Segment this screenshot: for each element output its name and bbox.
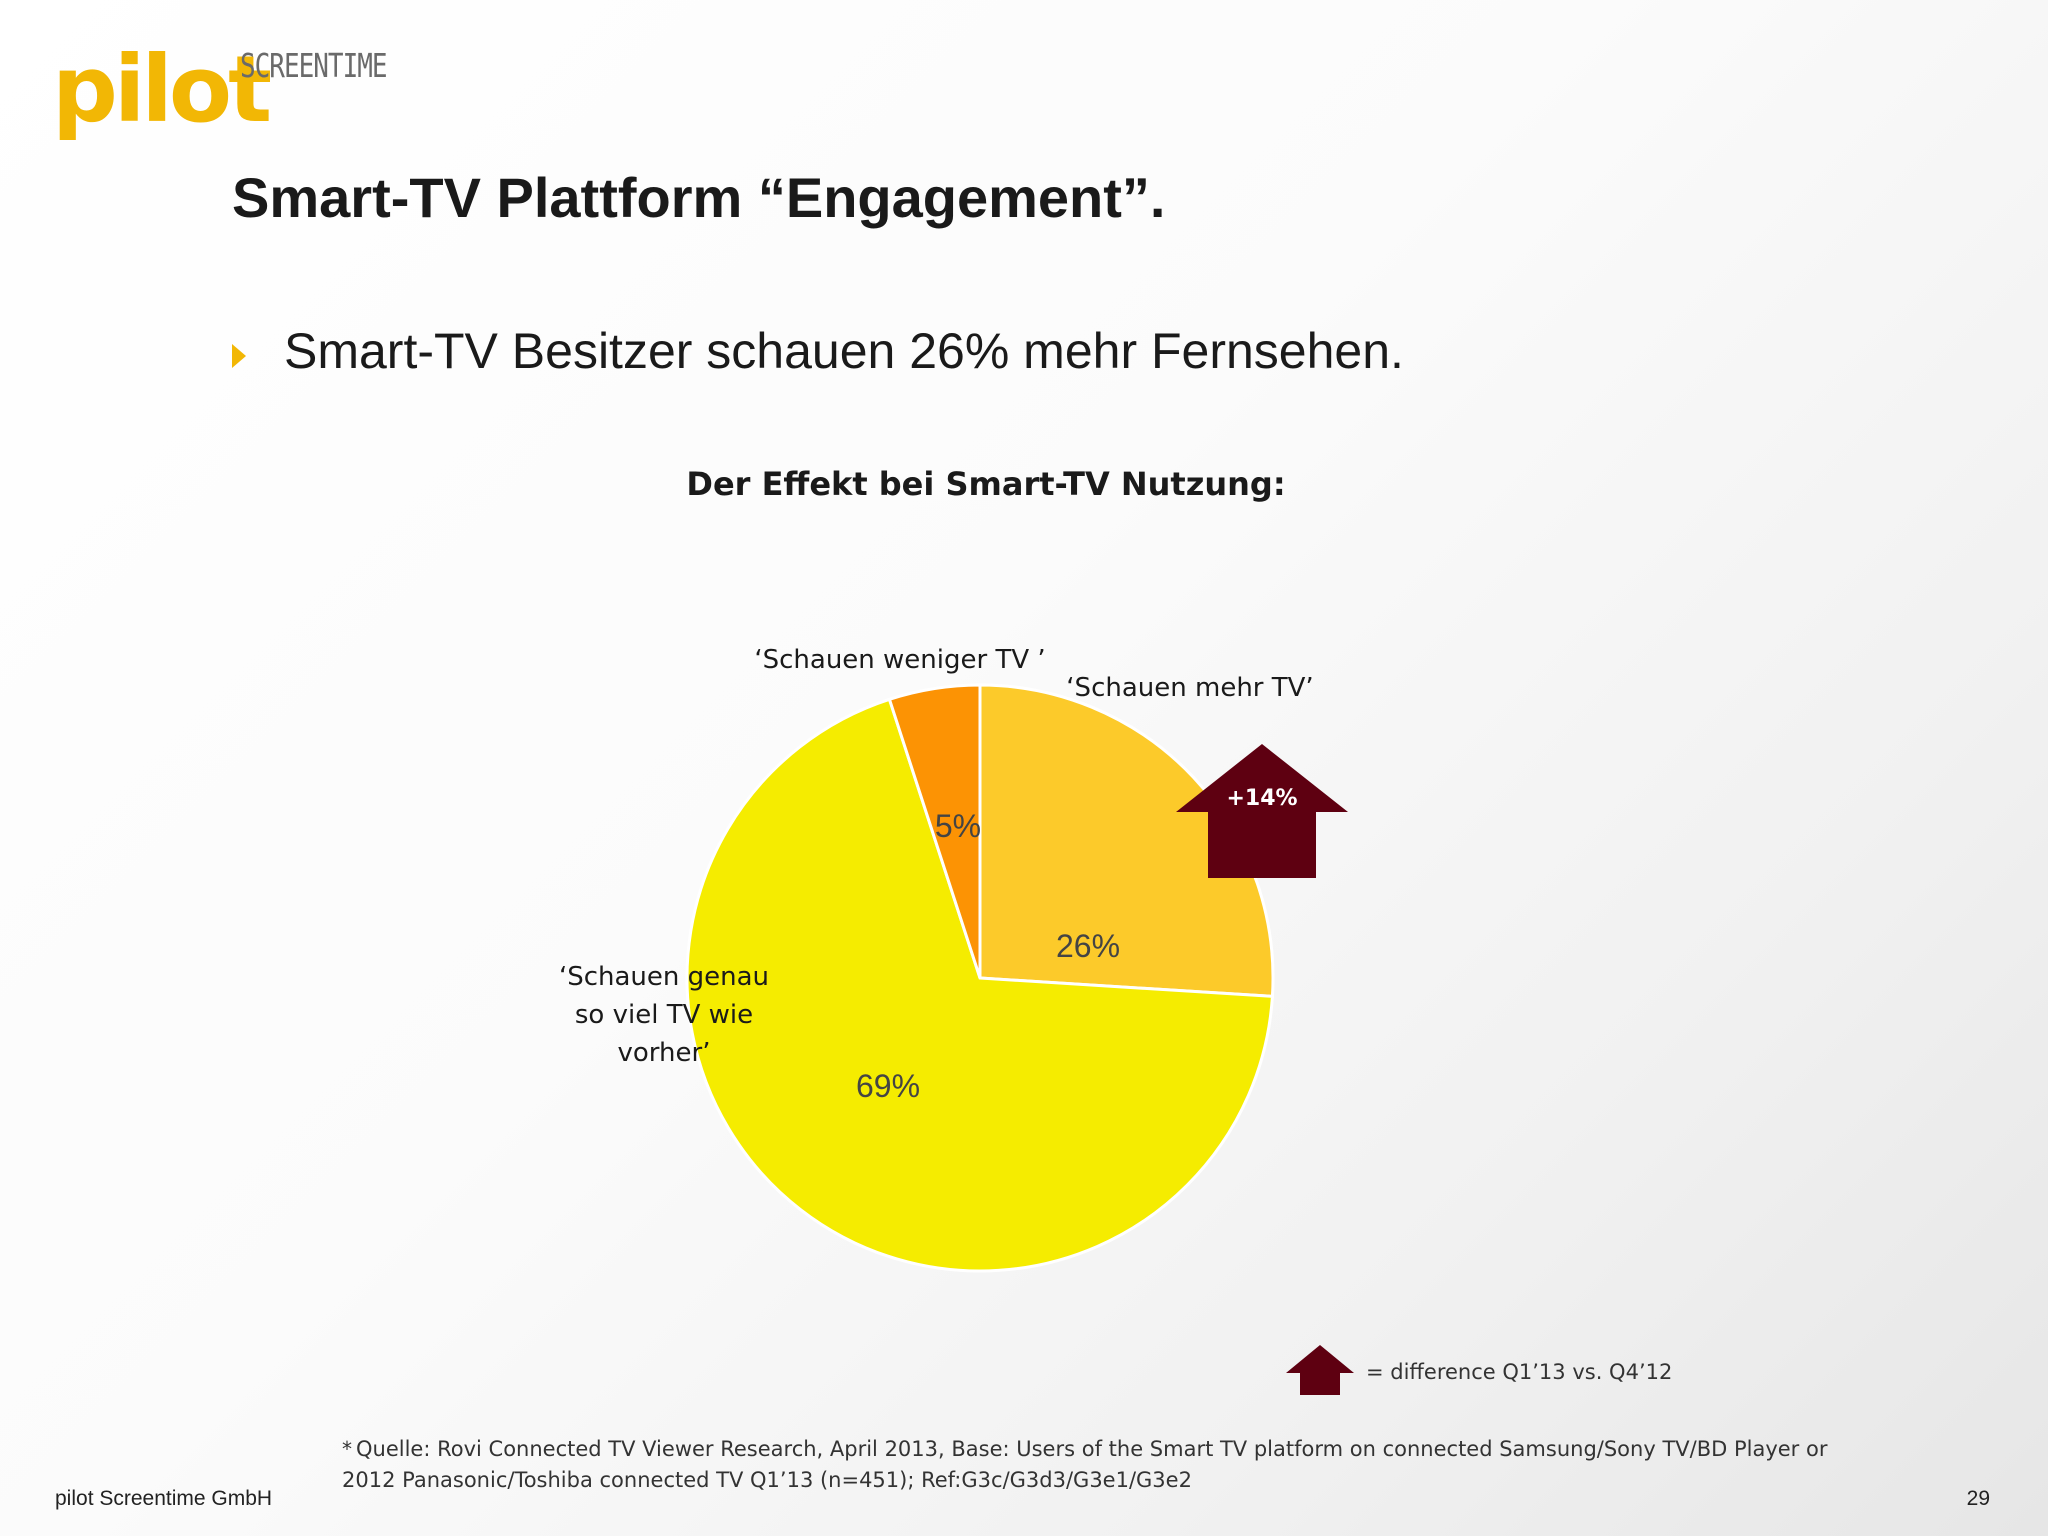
pilot-logo: pilot SCREENTIME <box>52 40 392 140</box>
slice-value-label-2: 69% <box>856 1068 920 1104</box>
bullet-text: Smart-TV Besitzer schauen 26% mehr Ferns… <box>284 323 1404 379</box>
slice-category-label-2: ‘Schauen genau so viel TV wie vorher’ <box>559 962 769 1068</box>
legend: = difference Q1’13 vs. Q4’12 <box>1286 1345 1686 1395</box>
company-name: pilot Screentime GmbH <box>55 1487 273 1510</box>
slide-title: Smart-TV Plattform “Engagement”. <box>232 166 1166 229</box>
increase-arrow-icon <box>1176 744 1348 878</box>
bullet-triangle-icon <box>232 344 246 368</box>
chart-title: Der Effekt bei Smart-TV Nutzung: <box>686 465 1286 503</box>
page-number: 29 <box>1966 1487 1990 1510</box>
increase-arrow-label: +14% <box>1226 786 1297 811</box>
logo-word: pilot <box>52 36 272 143</box>
slice-category-label-1: ‘Schauen mehr TV’ <box>1066 673 1313 703</box>
footnote: * Quelle: Rovi Connected TV Viewer Resear… <box>342 1434 1827 1496</box>
slice-value-label-1: 26% <box>1056 928 1120 964</box>
legend-text: = difference Q1’13 vs. Q4’12 <box>1366 1360 1673 1384</box>
legend-arrow-icon <box>1286 1345 1354 1395</box>
footnote-text-1: Quelle: Rovi Connected TV Viewer Researc… <box>356 1437 1828 1461</box>
slice-category-label-3: ‘Schauen weniger TV ’ <box>754 645 1045 675</box>
footnote-line-1: * Quelle: Rovi Connected TV Viewer Resear… <box>342 1434 1827 1465</box>
footnote-line-2: 2012 Panasonic/Toshiba connected TV Q1’1… <box>342 1468 1192 1492</box>
pie-slice-3 <box>887 683 982 979</box>
slice-value-label-3: 5% <box>935 808 981 844</box>
pie-slice-2 <box>685 697 1275 1273</box>
footnote-star: * <box>342 1437 352 1461</box>
logo-sub: SCREENTIME <box>240 48 388 86</box>
pie-slice-1 <box>978 683 1275 998</box>
